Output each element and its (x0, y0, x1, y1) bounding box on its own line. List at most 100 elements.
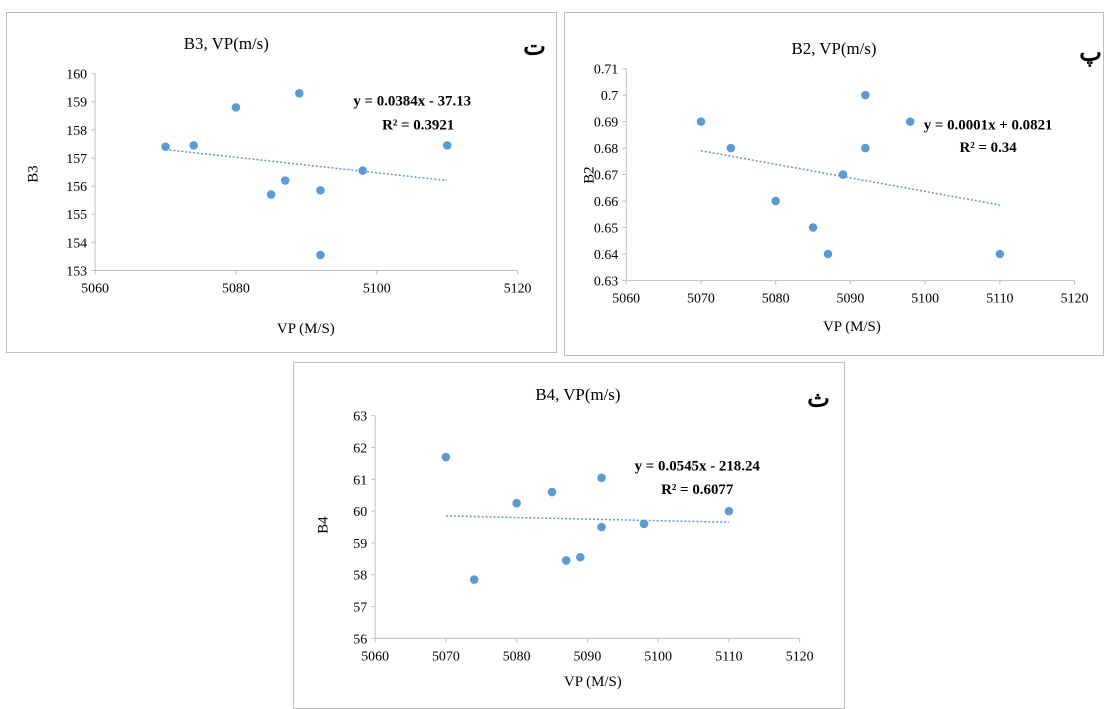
r-squared-label: R² = 0.3921 (382, 117, 454, 133)
y-tick-label: 0.66 (594, 195, 618, 210)
y-tick-label: 58 (353, 569, 367, 584)
data-point (316, 250, 325, 260)
data-point (726, 143, 736, 153)
x-tick-label: 5090 (573, 649, 601, 664)
chart-panel-b3: 153 154 155 156 157 158 159 160 5060 5080 5100 5120… (6, 12, 557, 353)
data-point (441, 452, 451, 462)
y-tick-label: 160 (66, 68, 87, 83)
data-point (639, 519, 649, 529)
trendline (700, 149, 1000, 206)
x-tick-label: 5070 (687, 291, 715, 306)
y-tick-label: 0.7 (601, 89, 618, 104)
chart-b3-svg: 153 154 155 156 157 158 159 160 5060 5080 5100 5120… (25, 34, 545, 337)
chart-title: B2, VP(m/s) (791, 39, 876, 58)
y-tick-label: 63 (353, 410, 367, 425)
data-point (469, 575, 479, 584)
x-tick-label: 5120 (504, 281, 532, 296)
data-point (358, 166, 367, 175)
y-tick-label: 0.64 (594, 248, 618, 263)
data-point (231, 103, 241, 112)
regression-equation: y = 0.0001x + 0.0821 (924, 117, 1053, 133)
x-tick-label: 5090 (836, 291, 864, 306)
chart-panel-b4: 56 57 58 59 60 61 62 63 5060 5070 5080 5090 5100 5110… (293, 362, 845, 709)
x-tick-label: 5070 (432, 649, 460, 664)
chart-b4-svg: 56 57 58 59 60 61 62 63 5060 5070 5080 5090 5100 5110… (315, 385, 829, 690)
x-axis-title: VP (M/S) (277, 321, 335, 337)
x-tick-label: 5100 (911, 291, 939, 306)
x-tick-label: 5120 (786, 649, 814, 664)
y-tick-label: 60 (353, 505, 367, 520)
x-tick-label: 5060 (361, 649, 389, 664)
data-point (161, 142, 170, 152)
trendline (445, 515, 729, 524)
chart-b2-svg: 0.63 0.64 0.65 0.66 0.67 0.68 0.69 0.7 0.71 5060 5… (581, 39, 1101, 335)
y-tick-label: 62 (353, 441, 367, 456)
x-tick-label: 5080 (762, 291, 790, 306)
data-point (597, 473, 606, 483)
x-tick-label: 5110 (986, 291, 1013, 306)
y-tick-label: 153 (66, 264, 87, 279)
data-point (512, 498, 521, 508)
y-tick-label: 0.65 (594, 221, 618, 236)
data-point (295, 89, 304, 98)
r-squared-label: R² = 0.6077 (661, 482, 734, 498)
data-point (696, 117, 706, 126)
x-axis-title: VP (M/S) (564, 674, 622, 690)
data-point (905, 117, 915, 126)
y-tick-label: 57 (353, 601, 367, 616)
panel-letter: پ (1079, 41, 1101, 68)
data-point (266, 190, 276, 199)
x-tick-label: 5080 (503, 649, 531, 664)
y-tick-label: 0.71 (594, 63, 618, 78)
y-axis-title: B3 (25, 165, 41, 182)
panel-letter: ت (523, 35, 545, 61)
data-point (771, 196, 780, 206)
y-tick-label: 156 (66, 180, 87, 195)
y-tick-label: 0.67 (594, 169, 618, 184)
y-tick-label: 157 (66, 152, 87, 167)
data-point (995, 249, 1005, 259)
y-tick-label: 61 (353, 473, 367, 488)
panel-letter: ث (807, 387, 829, 413)
data-point (808, 223, 818, 232)
x-tick-label: 5060 (612, 291, 640, 306)
y-tick-label: 0.63 (594, 274, 618, 289)
r-squared-label: R² = 0.34 (959, 140, 1017, 156)
data-point (316, 186, 325, 195)
chart-title: B3, VP(m/s) (184, 34, 269, 53)
x-tick-label: 5060 (81, 281, 109, 296)
x-tick-label: 5100 (644, 649, 672, 664)
x-tick-label: 5080 (222, 281, 250, 296)
data-point (547, 487, 557, 497)
chart-title: B4, VP(m/s) (535, 385, 620, 404)
y-tick-label: 154 (66, 236, 87, 251)
x-tick-label: 5120 (1061, 291, 1089, 306)
y-tick-label: 159 (66, 96, 87, 111)
y-tick-label: 155 (66, 208, 87, 223)
y-tick-label: 158 (66, 124, 87, 139)
data-point (823, 249, 833, 259)
data-point (724, 506, 734, 516)
x-axis-title: VP (M/S) (823, 319, 881, 335)
data-point (189, 141, 198, 150)
trendline (165, 148, 448, 182)
data-point (861, 90, 870, 100)
y-axis-title: B2 (581, 166, 597, 183)
data-point (597, 522, 606, 532)
data-point (576, 552, 585, 562)
y-tick-label: 0.69 (594, 116, 618, 131)
data-point (442, 141, 452, 150)
data-point (280, 176, 290, 185)
x-tick-label: 5110 (715, 649, 742, 664)
regression-equation: y = 0.0384x - 37.13 (353, 93, 471, 109)
chart-panel-b2: 0.63 0.64 0.65 0.66 0.67 0.68 0.69 0.7 0.71 5060 5… (564, 12, 1104, 356)
data-point (861, 143, 870, 153)
regression-equation: y = 0.0545x - 218.24 (635, 458, 761, 474)
y-tick-label: 59 (353, 537, 367, 552)
data-point (561, 556, 571, 565)
x-tick-label: 5100 (363, 281, 391, 296)
y-axis-title: B4 (315, 516, 331, 534)
y-tick-label: 56 (353, 632, 367, 647)
y-tick-label: 0.68 (594, 142, 618, 157)
data-point (838, 170, 848, 179)
